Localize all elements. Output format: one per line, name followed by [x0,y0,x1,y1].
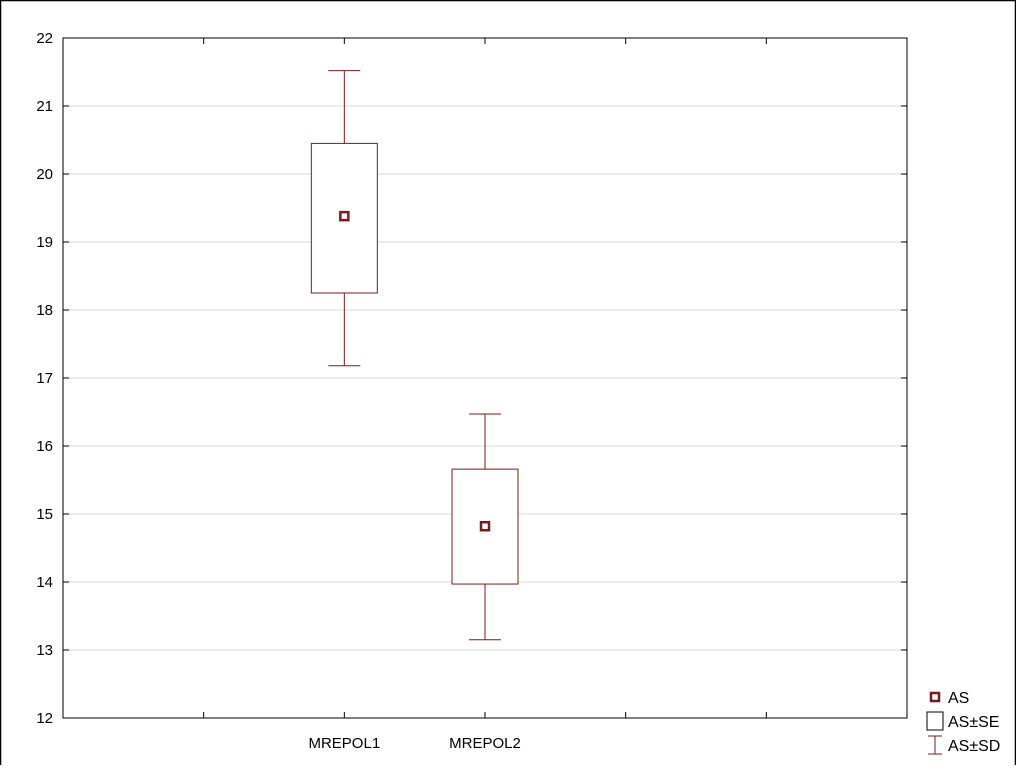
legend-label: AS [948,690,969,707]
legend-entry-point: AS [929,690,969,707]
y-tick-label: 15 [36,506,53,523]
box-mrepol1 [310,70,378,367]
mean-marker [479,520,491,532]
x-axis-ticks: MREPOL1 MREPOL2 [203,38,767,752]
box-mrepol2 [451,413,519,641]
y-tick-label: 19 [36,234,53,251]
y-tick-label: 13 [36,642,53,659]
y-tick-label: 22 [36,30,53,47]
legend-box-icon [926,711,944,731]
x-tick-label-mrepol1: MREPOL1 [308,735,380,752]
legend-whisker-icon [928,735,942,755]
y-tick-label: 17 [36,370,53,387]
plot-area-border [62,37,908,719]
y-axis-ticks: 12 13 14 15 16 17 18 19 20 21 22 [36,30,907,727]
legend-entry-whisker: AS±SD [928,735,1000,755]
mean-marker [339,210,350,222]
se-box [310,142,378,294]
y-tick-label: 20 [36,166,53,183]
y-tick-label: 18 [36,302,53,319]
legend-label: AS±SD [948,738,1000,755]
legend: AS AS±SE AS±SD [926,690,1000,755]
legend-entry-box: AS±SE [926,711,999,731]
legend-point-icon [929,691,941,703]
legend-label: AS±SE [948,714,999,731]
y-tick-label: 14 [36,574,53,591]
se-box [451,468,519,585]
y-tick-label: 16 [36,438,53,455]
y-tick-label: 21 [36,98,53,115]
box-series [310,70,519,641]
y-tick-label: 12 [36,710,53,727]
x-tick-label-mrepol2: MREPOL2 [449,735,521,752]
